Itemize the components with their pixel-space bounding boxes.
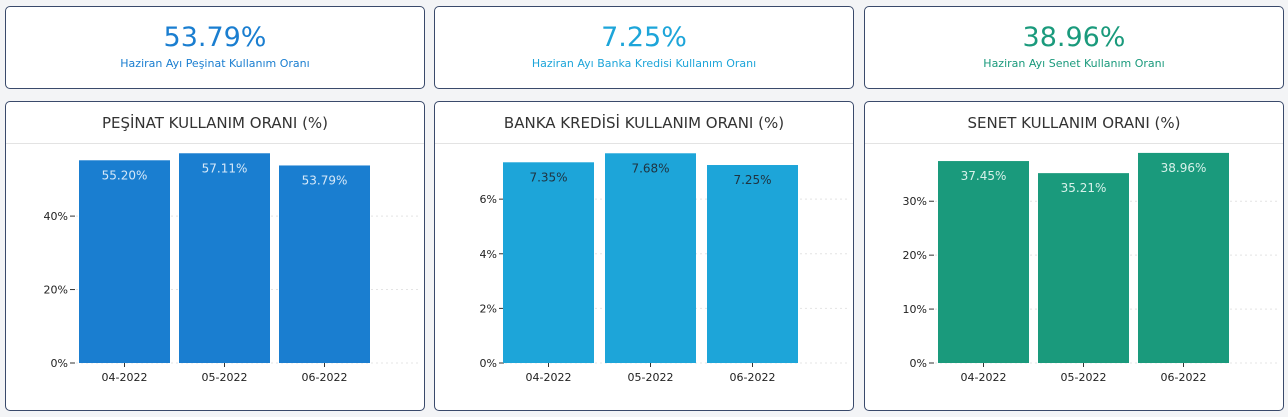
chart-panel-senet: SENET KULLANIM ORANI (%) 0% 10% 20% 30% 37.4…: [864, 101, 1284, 411]
bar[interactable]: [1138, 152, 1229, 363]
y-tick-label: 0%: [910, 357, 927, 370]
chart-title-senet: SENET KULLANIM ORANI (%): [865, 102, 1283, 144]
x-tick-label: 04-2022: [526, 371, 572, 384]
data-label: 55.20%: [102, 168, 148, 182]
chart-panel-banka-kredisi: BANKA KREDİSİ KULLANIM ORANI (%) 0% 2% 4% 6…: [434, 101, 854, 411]
bar[interactable]: [707, 165, 798, 363]
y-tick-label: 40%: [44, 210, 68, 223]
data-label: 38.96%: [1161, 161, 1207, 175]
y-tick-label: 6%: [480, 193, 497, 206]
bar[interactable]: [1038, 173, 1129, 363]
chart-title-banka-kredisi: BANKA KREDİSİ KULLANIM ORANI (%): [435, 102, 853, 144]
y-tick-label: 4%: [480, 248, 497, 261]
x-tick-label: 06-2022: [302, 371, 348, 384]
bar[interactable]: [279, 165, 370, 363]
y-tick-label: 2%: [480, 302, 497, 315]
data-label: 7.35%: [529, 170, 567, 184]
kpi-card-banka-kredisi: 7.25% Haziran Ayı Banka Kredisi Kullanım…: [434, 6, 854, 89]
data-label: 7.25%: [733, 173, 771, 187]
bar[interactable]: [179, 153, 270, 363]
y-tick-label: 20%: [44, 284, 68, 297]
chart-panel-pesinat: PEŞİNAT KULLANIM ORANI (%) 0% 20% 40% 55.20…: [5, 101, 425, 411]
bar-chart-banka-kredisi: 0% 2% 4% 6% 7.35% 04-2022 7.68% 05-2022 7.25% 06-…: [480, 153, 849, 384]
x-tick-label: 04-2022: [961, 371, 1007, 384]
kpi-card-pesinat: 53.79% Haziran Ayı Peşinat Kullanım Oran…: [5, 6, 425, 89]
y-tick-label: 20%: [903, 249, 927, 262]
y-tick-label: 0%: [480, 357, 497, 370]
chart-title-pesinat: PEŞİNAT KULLANIM ORANI (%): [6, 102, 424, 144]
bar[interactable]: [938, 161, 1029, 363]
x-tick-label: 04-2022: [102, 371, 148, 384]
x-tick-label: 06-2022: [730, 371, 776, 384]
x-tick-label: 05-2022: [628, 371, 674, 384]
data-label: 7.68%: [631, 161, 669, 175]
x-tick-label: 05-2022: [1061, 371, 1107, 384]
data-label: 53.79%: [302, 173, 348, 187]
kpi-label-pesinat: Haziran Ayı Peşinat Kullanım Oranı: [120, 57, 310, 70]
bar[interactable]: [79, 160, 170, 363]
y-tick-label: 30%: [903, 195, 927, 208]
bar-chart-pesinat: 0% 20% 40% 55.20% 04-2022 57.11% 05-2022 53.79%…: [44, 153, 420, 384]
kpi-value-senet: 38.96%: [1022, 22, 1126, 53]
data-label: 35.21%: [1061, 181, 1107, 195]
data-label: 37.45%: [961, 169, 1007, 183]
bar-chart-senet: 0% 10% 20% 30% 37.45% 04-2022 35.21% 05-2022 38.…: [903, 152, 1279, 384]
bar[interactable]: [605, 153, 696, 363]
data-label: 57.11%: [202, 161, 248, 175]
y-tick-label: 0%: [51, 357, 68, 370]
y-tick-label: 10%: [903, 303, 927, 316]
x-tick-label: 06-2022: [1161, 371, 1207, 384]
kpi-value-banka-kredisi: 7.25%: [601, 22, 687, 53]
kpi-value-pesinat: 53.79%: [163, 22, 267, 53]
kpi-card-senet: 38.96% Haziran Ayı Senet Kullanım Oranı: [864, 6, 1284, 89]
x-tick-label: 05-2022: [202, 371, 248, 384]
kpi-label-banka-kredisi: Haziran Ayı Banka Kredisi Kullanım Oranı: [531, 57, 757, 70]
bar[interactable]: [503, 162, 594, 363]
kpi-label-senet: Haziran Ayı Senet Kullanım Oranı: [983, 57, 1165, 70]
